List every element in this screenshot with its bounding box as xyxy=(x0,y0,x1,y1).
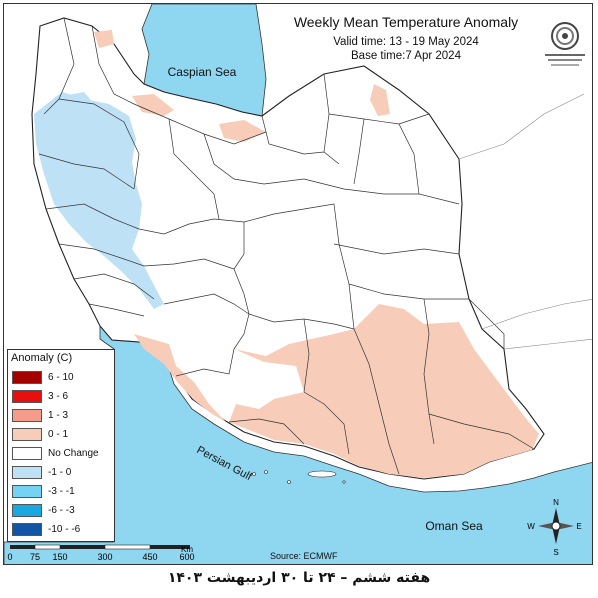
compass-w: W xyxy=(527,522,535,531)
scale-tick: 0 xyxy=(7,552,12,562)
compass-rose: N S E W xyxy=(527,498,581,557)
legend-item: -3 - -1 xyxy=(12,484,75,498)
map-title: Weekly Mean Temperature Anomaly xyxy=(293,14,519,30)
legend-swatch xyxy=(12,465,42,479)
legend-item: -1 - 0 xyxy=(12,465,71,479)
islands xyxy=(252,470,346,484)
persian-gulf-and-oman-sea xyxy=(4,324,592,564)
warm-anomaly-southeast xyxy=(229,304,539,478)
neighbour-borders xyxy=(458,93,592,350)
scale-tick: 300 xyxy=(97,552,112,562)
legend-item: 6 - 10 xyxy=(12,370,74,384)
warm-anomaly-northeast xyxy=(370,84,390,116)
iran-map: Caspian Sea Persian Gulf Oman Sea N S E … xyxy=(4,4,592,564)
legend-title: Anomaly (C) xyxy=(11,352,73,364)
legend-swatch xyxy=(12,408,42,422)
warm-anomaly-southwest xyxy=(134,334,226,422)
legend: Anomaly (C) 6 - 10 3 - 6 1 - 3 0 - 1 No … xyxy=(7,349,115,542)
province-boundaries xyxy=(38,17,535,475)
warm-anomaly-north xyxy=(132,94,174,116)
scale-bar: 0 75 150 300 450 600 Km xyxy=(7,544,195,562)
footer-caption: هفته ششم – ۲۴ تا ۳۰ اردیبهشت ۱۴۰۳ xyxy=(167,570,431,586)
base-time: Base time:7 Apr 2024 xyxy=(351,50,461,62)
scale-tick: 75 xyxy=(30,552,40,562)
legend-item: 1 - 3 xyxy=(12,408,68,422)
source-label: Source: ECMWF xyxy=(270,551,338,561)
valid-time: Valid time: 13 - 19 May 2024 xyxy=(333,36,479,48)
legend-swatch xyxy=(12,370,42,384)
warm-anomaly-northwest xyxy=(94,30,114,48)
map-frame: Caspian Sea Persian Gulf Oman Sea N S E … xyxy=(3,3,593,565)
legend-swatch xyxy=(12,522,42,536)
legend-swatch xyxy=(12,427,42,441)
compass-s: S xyxy=(553,548,558,557)
compass-e: E xyxy=(576,522,581,531)
scale-tick: 150 xyxy=(52,552,67,562)
legend-swatch xyxy=(12,484,42,498)
legend-item: -10 - -6 xyxy=(12,522,80,536)
cool-anomaly-west xyxy=(34,92,164,309)
legend-item: -6 - -3 xyxy=(12,503,75,517)
cool-anomaly-northwest-small xyxy=(62,92,94,108)
caspian-label: Caspian Sea xyxy=(168,65,237,79)
legend-swatch xyxy=(12,446,42,460)
oman-sea-label: Oman Sea xyxy=(425,519,483,533)
legend-item: 0 - 1 xyxy=(12,427,68,441)
legend-item: No Change xyxy=(12,446,99,460)
compass-n: N xyxy=(553,498,559,507)
scale-tick: 450 xyxy=(142,552,157,562)
legend-item: 3 - 6 xyxy=(12,389,68,403)
scale-unit: Km xyxy=(181,545,193,554)
legend-swatch xyxy=(12,503,42,517)
legend-swatch xyxy=(12,389,42,403)
scale-tick: 600 xyxy=(179,552,194,562)
agency-logo-icon xyxy=(545,22,585,66)
